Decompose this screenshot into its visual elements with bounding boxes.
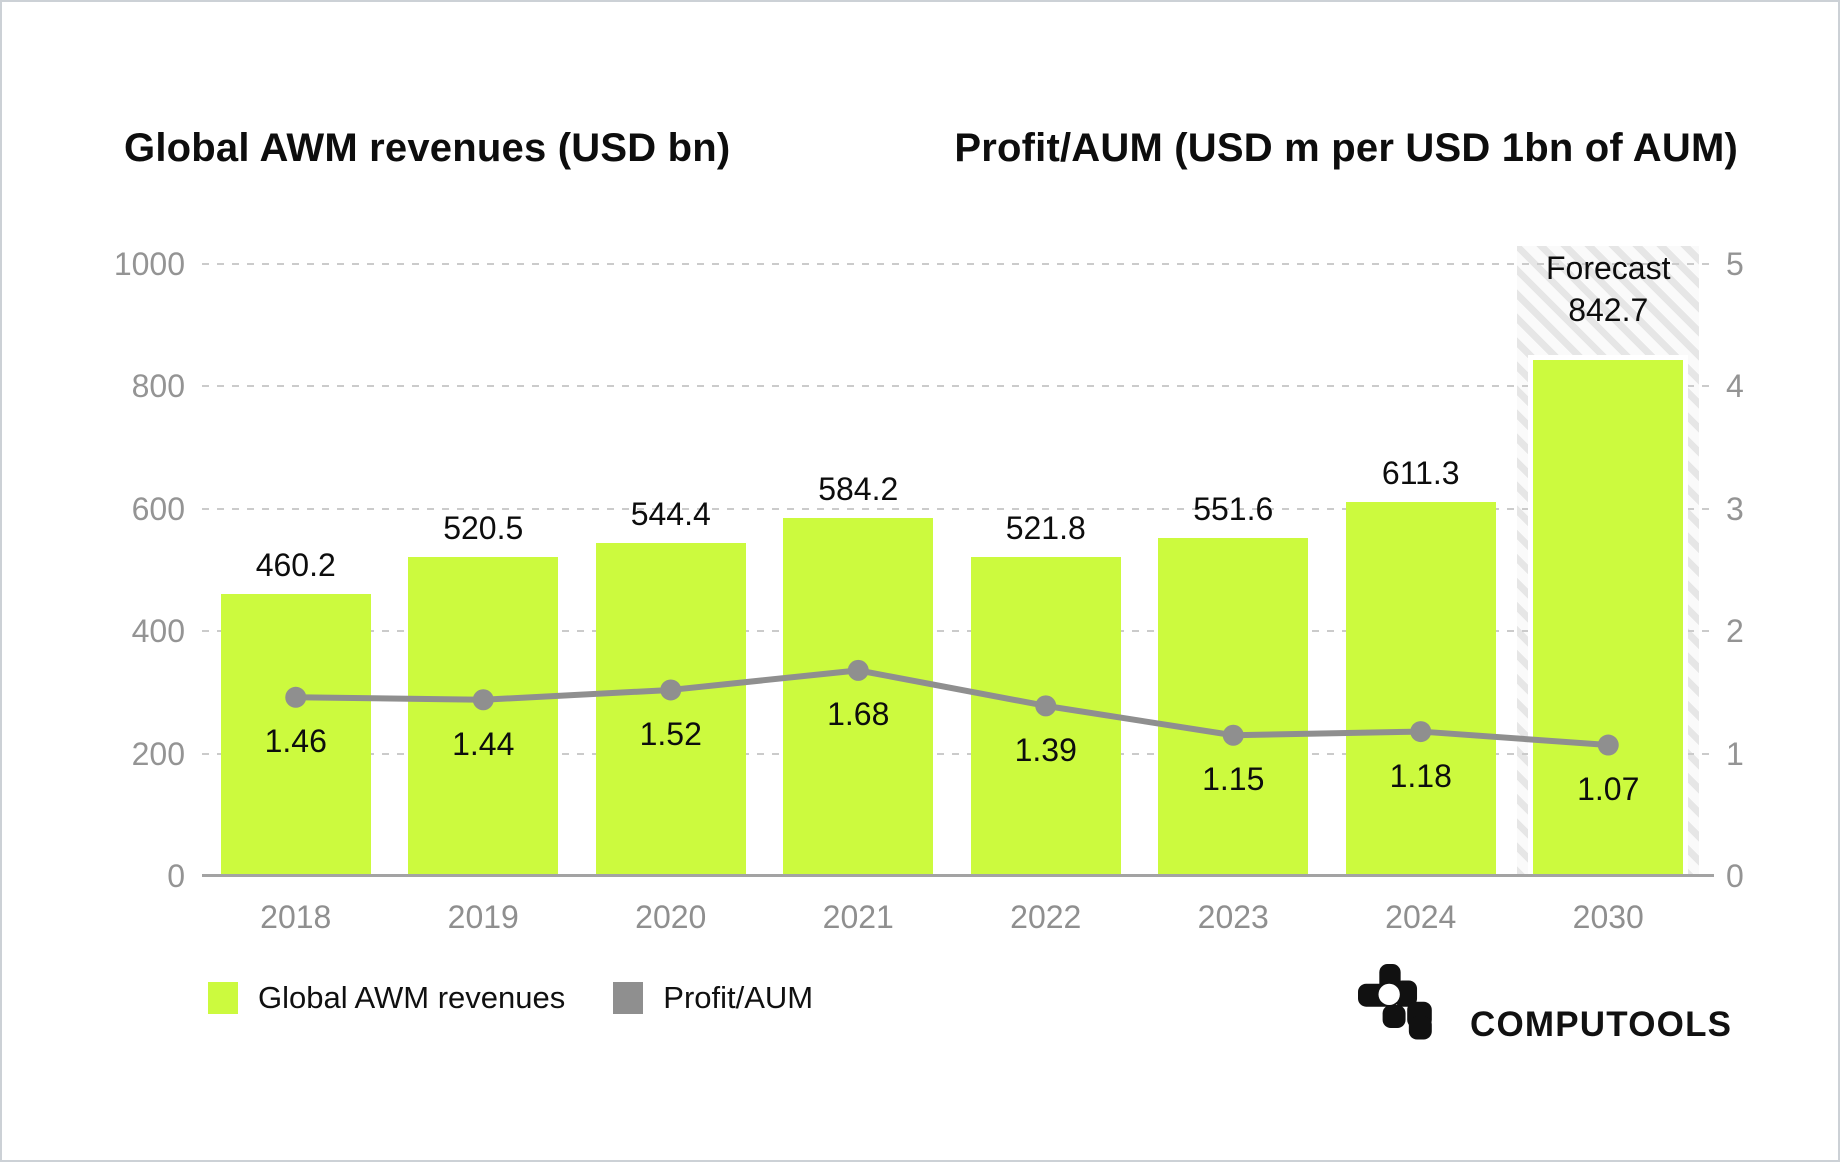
x-tick-2018: 2018 xyxy=(260,899,332,935)
forecast-label: Forecast xyxy=(1546,250,1671,286)
line-point-2023 xyxy=(1222,724,1244,746)
right-axis-tick-2: 2 xyxy=(1726,613,1744,650)
line-value-2030: 1.07 xyxy=(1577,771,1640,808)
left-axis-tick-600: 600 xyxy=(131,490,185,527)
line-value-2023: 1.15 xyxy=(1202,761,1265,798)
line-point-2020 xyxy=(660,679,682,701)
bar-value-2030: 842.7 xyxy=(1568,292,1649,328)
x-tick-2019: 2019 xyxy=(447,899,519,935)
legend-swatch-profit xyxy=(613,982,644,1014)
gridline-800 xyxy=(202,385,1714,388)
bar-2023 xyxy=(1158,538,1309,876)
x-tick-2020: 2020 xyxy=(635,899,707,935)
left-axis-tick-0: 0 xyxy=(167,858,185,894)
profit-line xyxy=(295,667,1609,749)
line-point-2024 xyxy=(1410,721,1432,743)
x-axis-baseline xyxy=(202,874,1714,877)
line-value-2024: 1.18 xyxy=(1389,757,1452,794)
line-point-2018 xyxy=(285,686,307,708)
line-point-2030 xyxy=(1597,734,1619,756)
x-tick-2021: 2021 xyxy=(822,899,894,935)
right-axis-tick-3: 3 xyxy=(1726,490,1744,527)
bar-2019 xyxy=(408,557,559,876)
legend-swatch-revenues xyxy=(208,982,238,1014)
bar-value-2021: 584.2 xyxy=(818,471,899,508)
line-point-2019 xyxy=(472,689,494,711)
bar-value-2019: 520.5 xyxy=(443,510,524,547)
bar-value-2022: 521.8 xyxy=(1005,509,1086,546)
bar-2021 xyxy=(783,518,934,876)
gridline-400 xyxy=(202,630,1714,633)
left-axis-tick-800: 800 xyxy=(131,368,185,405)
right-axis-tick-5: 5 xyxy=(1726,246,1744,282)
line-value-2022: 1.39 xyxy=(1014,731,1077,768)
bar-2020 xyxy=(595,542,746,876)
legend-label-revenues: Global AWM revenues xyxy=(258,980,566,1015)
line-point-2021 xyxy=(847,659,869,681)
right-axis-tick-4: 4 xyxy=(1726,368,1744,405)
gridline-600 xyxy=(202,507,1714,510)
bar-2030 xyxy=(1528,355,1689,876)
line-value-2018: 1.46 xyxy=(264,723,327,760)
bar-2024 xyxy=(1345,501,1496,876)
x-tick-2022: 2022 xyxy=(1010,899,1082,935)
computools-logo-icon xyxy=(1358,964,1440,1042)
right-axis-title: Profit/AUM (USD m per USD 1bn of AUM) xyxy=(954,126,1738,170)
x-tick-2023: 2023 xyxy=(1197,899,1269,935)
computools-logo: COMPUTOOLS xyxy=(1358,964,1732,1042)
bar-value-2018: 460.2 xyxy=(255,547,336,584)
computools-logo-text: COMPUTOOLS xyxy=(1470,1005,1733,1044)
bar-value-2023: 551.6 xyxy=(1193,491,1274,528)
line-value-2019: 1.44 xyxy=(452,725,515,762)
line-value-2021: 1.68 xyxy=(827,696,890,733)
line-value-2020: 1.52 xyxy=(639,715,702,752)
left-axis-title: Global AWM revenues (USD bn) xyxy=(124,126,731,170)
left-axis-tick-1000: 1000 xyxy=(113,246,185,282)
bar-2018 xyxy=(220,594,371,876)
x-tick-2024: 2024 xyxy=(1385,899,1457,935)
gridline-1000 xyxy=(202,263,1714,265)
legend: Global AWM revenues Profit/AUM xyxy=(208,980,813,1016)
bar-value-2024: 611.3 xyxy=(1381,454,1460,491)
bar-value-2020: 544.4 xyxy=(630,495,711,532)
x-tick-2030: 2030 xyxy=(1572,899,1644,935)
legend-label-profit: Profit/AUM xyxy=(663,980,814,1015)
left-axis-tick-400: 400 xyxy=(131,613,185,650)
gridline-200 xyxy=(202,752,1714,755)
line-point-2022 xyxy=(1035,695,1057,717)
right-axis-tick-1: 1 xyxy=(1726,735,1744,772)
right-axis-tick-0: 0 xyxy=(1726,858,1744,894)
left-axis-tick-200: 200 xyxy=(131,735,185,772)
